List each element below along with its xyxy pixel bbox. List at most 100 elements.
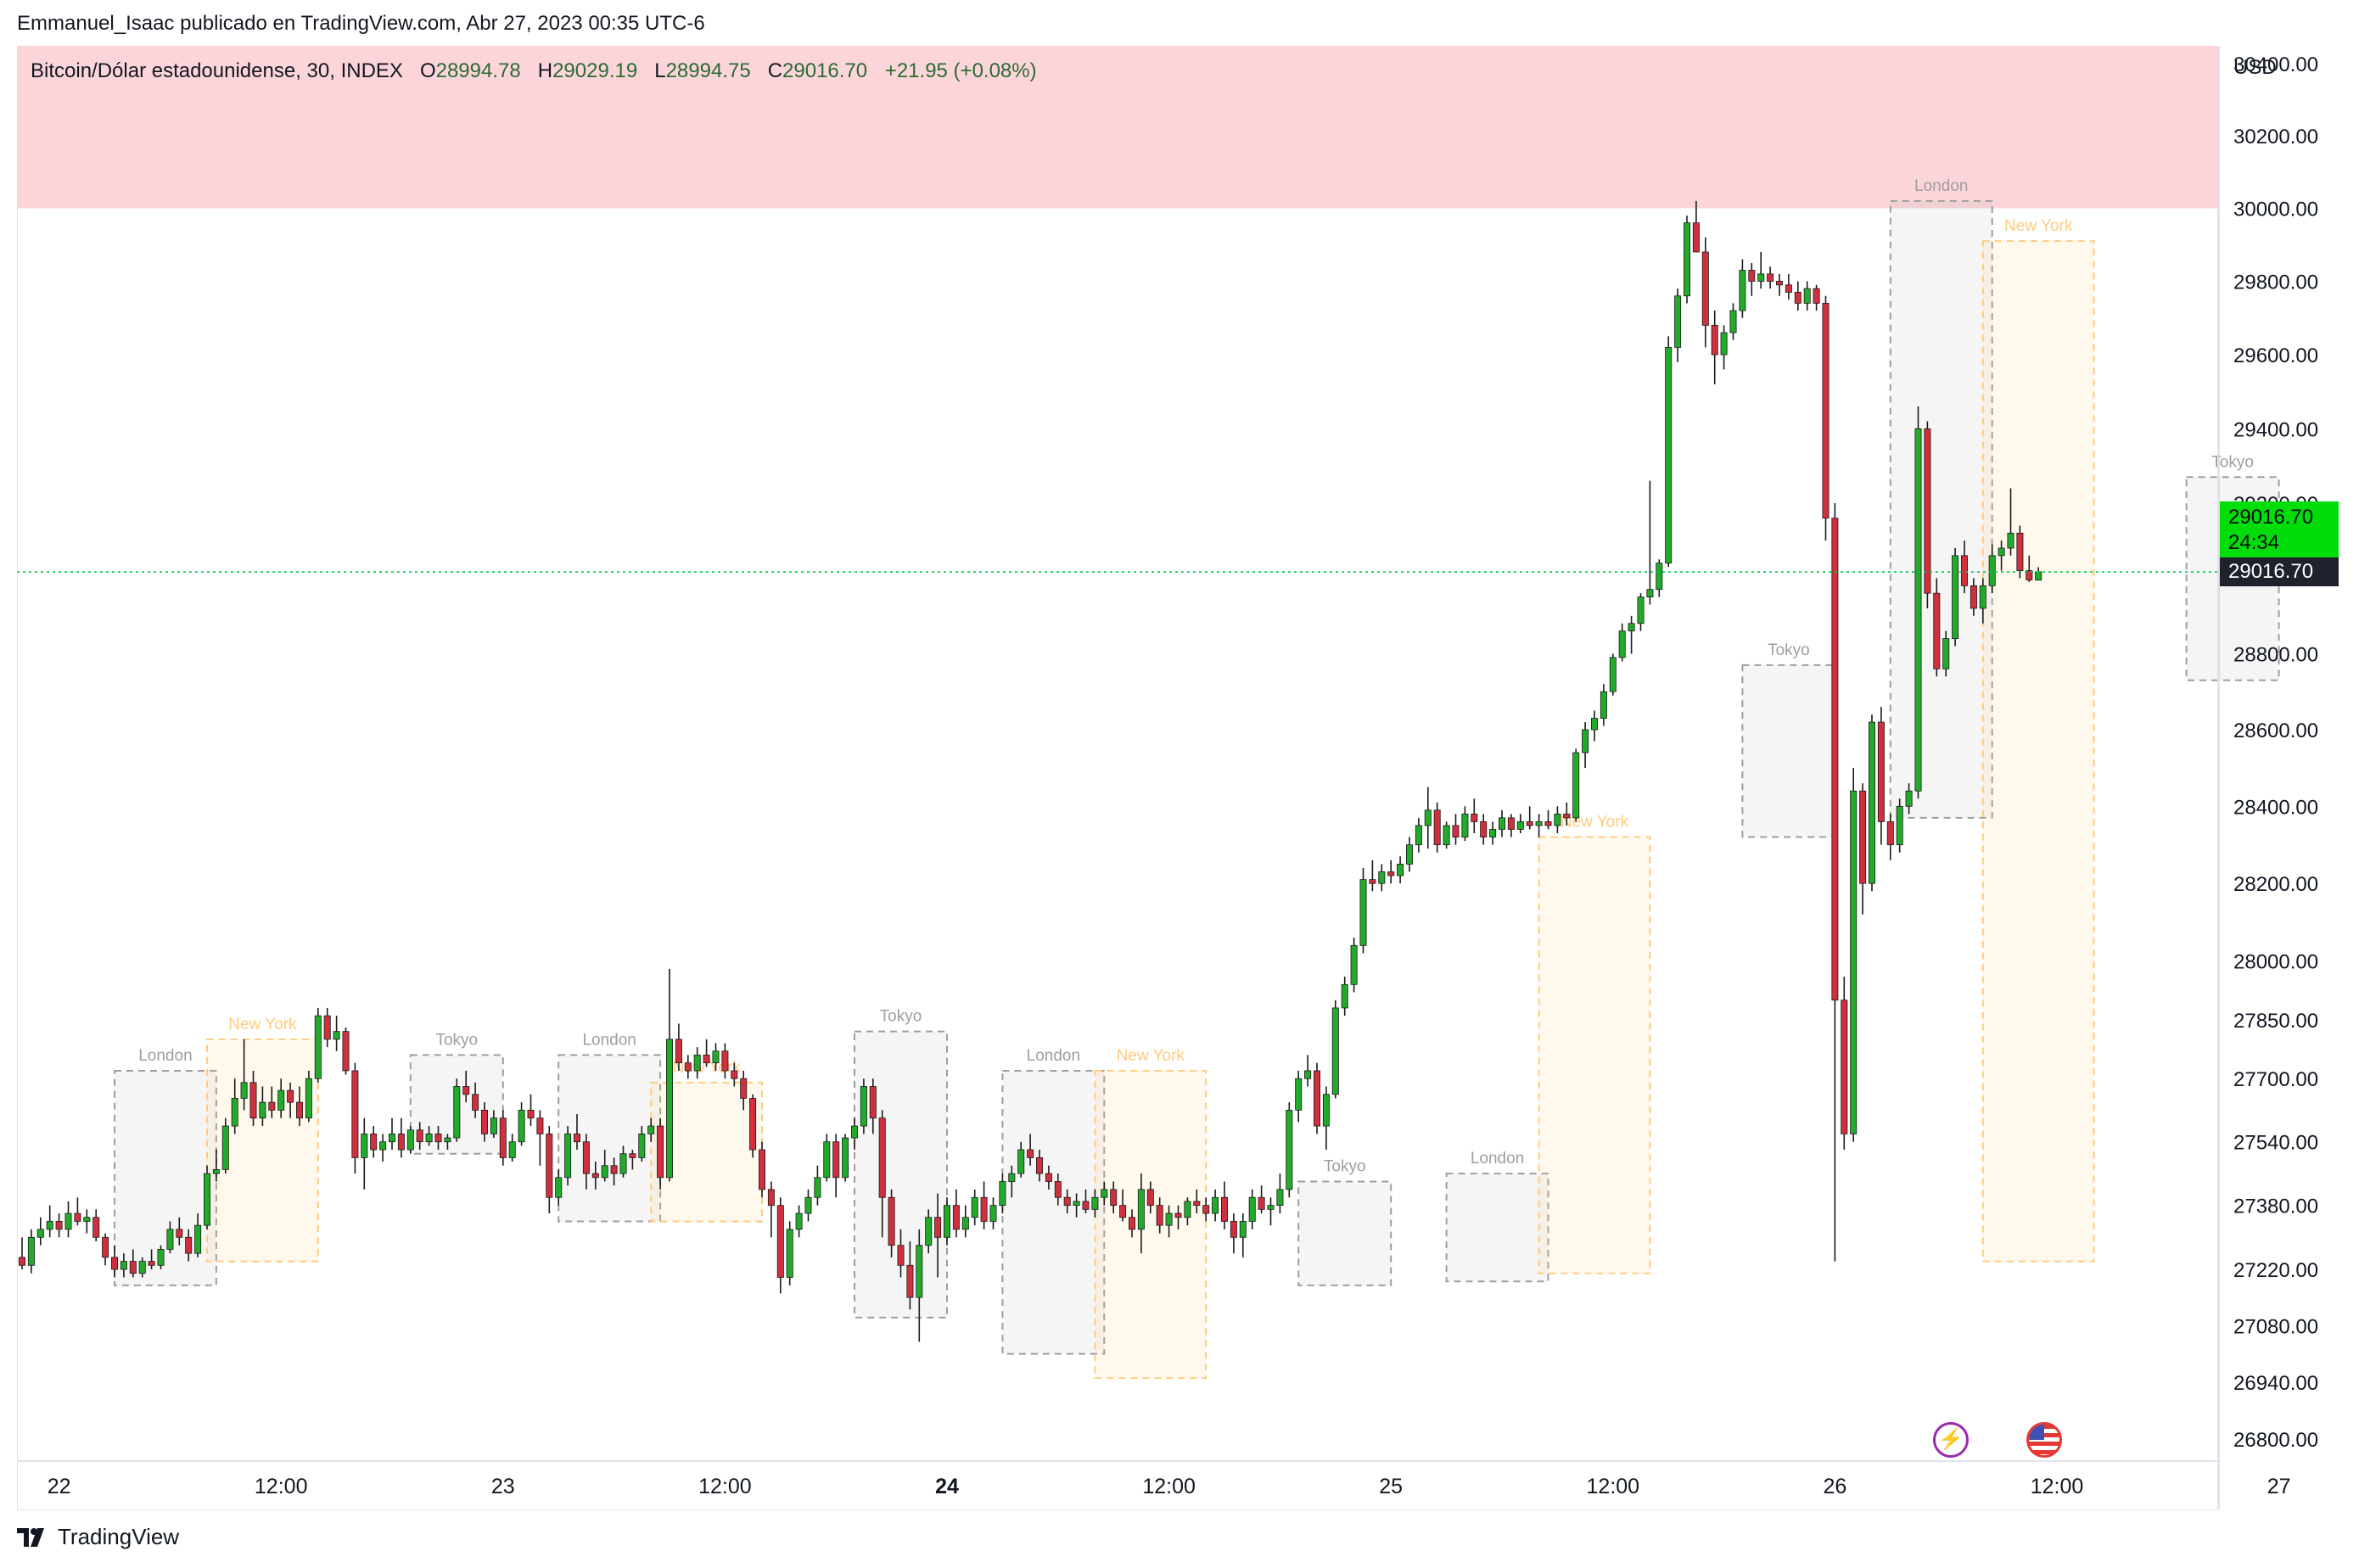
candle-body[interactable] (638, 1133, 646, 1158)
candle-body[interactable] (2026, 570, 2033, 581)
candle-body[interactable] (231, 1098, 238, 1127)
candle-body[interactable] (1637, 596, 1645, 624)
candle-body[interactable] (1822, 303, 1829, 519)
candle-body[interactable] (379, 1141, 387, 1151)
candle-body[interactable] (1563, 813, 1571, 819)
candle-body[interactable] (1146, 1189, 1154, 1207)
candle-body[interactable] (221, 1125, 229, 1170)
candle-body[interactable] (1101, 1189, 1108, 1198)
candle-body[interactable] (925, 1217, 933, 1246)
candle-body[interactable] (1600, 691, 1607, 719)
candle-body[interactable] (1618, 630, 1626, 658)
candle-body[interactable] (249, 1082, 257, 1119)
candle-body[interactable] (767, 1189, 775, 1207)
candle-body[interactable] (1156, 1205, 1163, 1226)
candle-body[interactable] (684, 1062, 692, 1072)
candle-body[interactable] (749, 1098, 757, 1151)
candle-body[interactable] (1129, 1217, 1136, 1230)
candle-body[interactable] (574, 1133, 581, 1143)
candle-body[interactable] (1027, 1149, 1034, 1158)
flash-icon[interactable]: ⚡ (1933, 1422, 1969, 1458)
candle-body[interactable] (166, 1229, 174, 1250)
candle-body[interactable] (527, 1110, 535, 1119)
candle-body[interactable] (148, 1261, 155, 1266)
candle-body[interactable] (1868, 721, 1875, 884)
candle-body[interactable] (1942, 638, 1950, 669)
candle-body[interactable] (1304, 1070, 1312, 1079)
candle-body[interactable] (18, 1257, 25, 1266)
candle-body[interactable] (138, 1261, 146, 1274)
candle-body[interactable] (601, 1165, 608, 1179)
candle-body[interactable] (64, 1212, 72, 1230)
candle-body[interactable] (619, 1153, 627, 1174)
candle-body[interactable] (1526, 821, 1533, 826)
symbol-name[interactable]: Bitcoin/Dólar estadounidense, 30, INDEX (31, 59, 403, 82)
candle-body[interactable] (342, 1031, 350, 1072)
candle-body[interactable] (1063, 1196, 1071, 1207)
candle-body[interactable] (934, 1217, 942, 1238)
candle-body[interactable] (416, 1129, 423, 1143)
candle-body[interactable] (1036, 1157, 1044, 1174)
candle-body[interactable] (666, 1039, 674, 1179)
candle-body[interactable] (1767, 273, 1774, 282)
currency-label[interactable]: USD (2233, 56, 2277, 79)
candle-body[interactable] (888, 1196, 895, 1246)
candle-body[interactable] (1433, 809, 1441, 846)
candle-body[interactable] (1674, 295, 1682, 348)
candle-body[interactable] (129, 1261, 137, 1274)
candle-body[interactable] (1202, 1205, 1210, 1214)
candle-body[interactable] (1258, 1196, 1265, 1210)
candle-body[interactable] (1701, 251, 1709, 326)
candle-body[interactable] (472, 1094, 479, 1111)
candle-body[interactable] (74, 1212, 81, 1222)
candle-body[interactable] (434, 1133, 442, 1143)
candle-body[interactable] (1415, 825, 1422, 846)
candle-body[interactable] (1628, 623, 1635, 632)
candle-body[interactable] (453, 1086, 461, 1139)
candle-body[interactable] (1739, 270, 1746, 311)
candle-body[interactable] (1387, 871, 1395, 876)
candle-body[interactable] (55, 1221, 63, 1230)
candle-body[interactable] (1193, 1201, 1201, 1207)
candle-body[interactable] (1914, 428, 1922, 792)
candle-body[interactable] (1794, 292, 1801, 304)
candle-body[interactable] (1314, 1070, 1321, 1127)
candle-body[interactable] (1322, 1094, 1330, 1127)
candle-body[interactable] (703, 1054, 710, 1064)
candle-body[interactable] (795, 1212, 803, 1230)
candle-body[interactable] (1350, 944, 1358, 985)
candle-body[interactable] (1785, 284, 1792, 293)
candle-body[interactable] (1184, 1201, 1191, 1218)
candle-body[interactable] (176, 1229, 183, 1238)
candle-body[interactable] (647, 1125, 655, 1134)
candle-body[interactable] (425, 1133, 433, 1143)
candle-body[interactable] (759, 1149, 766, 1190)
candle-body[interactable] (897, 1245, 905, 1266)
candle-body[interactable] (989, 1205, 997, 1222)
candle-body[interactable] (1054, 1181, 1062, 1198)
candle-body[interactable] (351, 1070, 359, 1158)
candle-body[interactable] (1341, 983, 1348, 1009)
candle-body[interactable] (1017, 1149, 1025, 1174)
candle-body[interactable] (1582, 729, 1589, 753)
candle-body[interactable] (629, 1153, 636, 1158)
candle-body[interactable] (1452, 825, 1460, 837)
candle-body[interactable] (1535, 821, 1543, 826)
candle-body[interactable] (1443, 825, 1450, 846)
candle-body[interactable] (851, 1125, 859, 1139)
candle-body[interactable] (1239, 1221, 1247, 1238)
candle-body[interactable] (860, 1086, 867, 1127)
candle-body[interactable] (508, 1141, 516, 1158)
candle-body[interactable] (1896, 805, 1903, 846)
candle-body[interactable] (46, 1221, 53, 1230)
candle-body[interactable] (1924, 428, 1931, 594)
candle-body[interactable] (693, 1054, 701, 1072)
candle-body[interactable] (916, 1245, 923, 1298)
candle-body[interactable] (462, 1086, 470, 1095)
candle-body[interactable] (878, 1117, 886, 1198)
candle-body[interactable] (842, 1137, 849, 1179)
candle-body[interactable] (323, 1015, 331, 1040)
candle-body[interactable] (27, 1236, 35, 1266)
candle-body[interactable] (518, 1110, 525, 1143)
